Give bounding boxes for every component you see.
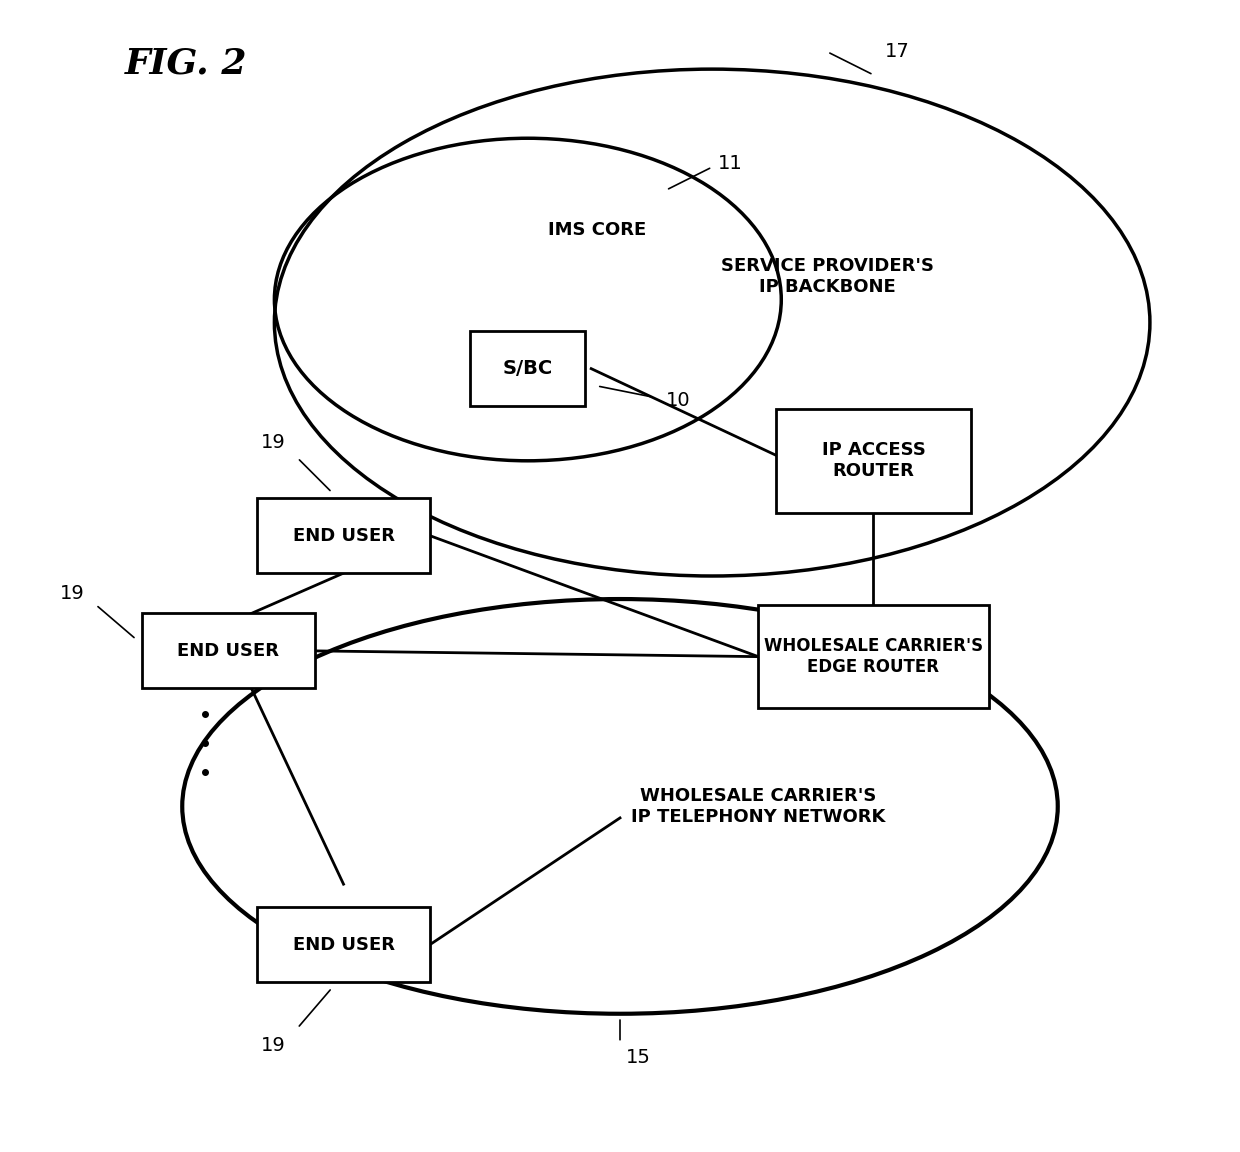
Text: END USER: END USER xyxy=(293,935,394,954)
Text: WHOLESALE CARRIER'S
EDGE ROUTER: WHOLESALE CARRIER'S EDGE ROUTER xyxy=(764,637,983,676)
Text: IMS CORE: IMS CORE xyxy=(548,221,646,240)
FancyBboxPatch shape xyxy=(758,605,988,708)
Text: WHOLESALE CARRIER'S
IP TELEPHONY NETWORK: WHOLESALE CARRIER'S IP TELEPHONY NETWORK xyxy=(631,787,885,826)
Text: IP ACCESS
ROUTER: IP ACCESS ROUTER xyxy=(822,441,925,480)
Text: 11: 11 xyxy=(718,154,743,173)
Text: FIG. 2: FIG. 2 xyxy=(125,46,247,81)
Text: 10: 10 xyxy=(666,392,691,410)
Text: END USER: END USER xyxy=(177,642,279,660)
Text: END USER: END USER xyxy=(293,526,394,545)
FancyBboxPatch shape xyxy=(141,614,315,689)
Text: S/BC: S/BC xyxy=(502,359,553,378)
Text: 19: 19 xyxy=(262,433,286,453)
FancyBboxPatch shape xyxy=(257,908,430,982)
FancyBboxPatch shape xyxy=(775,409,971,513)
FancyBboxPatch shape xyxy=(470,331,585,406)
Text: 15: 15 xyxy=(626,1048,651,1067)
Text: 17: 17 xyxy=(885,43,910,61)
Text: SERVICE PROVIDER'S
IP BACKBONE: SERVICE PROVIDER'S IP BACKBONE xyxy=(720,257,934,296)
Text: 19: 19 xyxy=(262,1036,286,1055)
Text: 19: 19 xyxy=(60,584,84,602)
FancyBboxPatch shape xyxy=(257,498,430,573)
